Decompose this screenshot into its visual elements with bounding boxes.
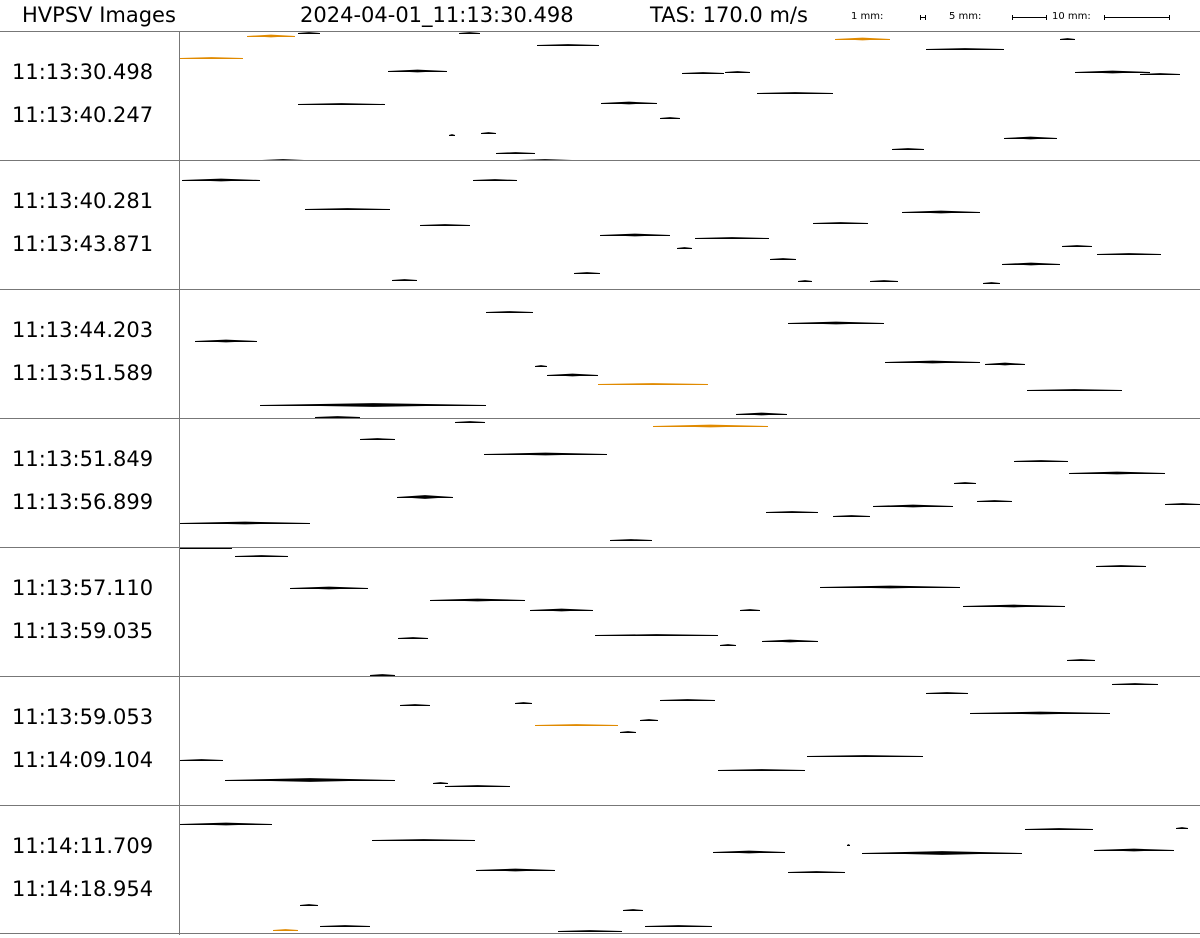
strip-end-time: 11:13:51.589	[12, 361, 154, 385]
particle-canvas	[195, 311, 1122, 418]
true-airspeed: TAS: 170.0 m/s	[650, 3, 808, 27]
particle-canvas	[180, 32, 1180, 161]
strip-divider	[0, 805, 1200, 806]
strip-end-time: 11:13:40.247	[12, 103, 154, 127]
strip-end-time: 11:14:18.954	[12, 877, 154, 901]
strip-divider	[0, 418, 1200, 419]
scale-label-5mm: 5 mm:	[949, 11, 982, 22]
strip-start-time: 11:13:40.281	[12, 189, 154, 213]
scale-label-10mm: 10 mm:	[1052, 11, 1091, 22]
particle-image-area	[180, 160, 1200, 289]
strip-divider	[0, 547, 1200, 548]
strip-start-time: 11:13:30.498	[12, 60, 154, 84]
strip-start-time: 11:14:11.709	[12, 834, 154, 858]
image-strip: 11:13:59.053 11:14:09.104	[0, 676, 1200, 805]
strip-start-time: 11:13:44.203	[12, 318, 154, 342]
image-strip: 11:13:30.498 11:13:40.247	[0, 31, 1200, 161]
strip-end-time: 11:13:59.035	[12, 619, 154, 643]
strip-divider	[0, 676, 1200, 677]
strip-start-time: 11:13:57.110	[12, 576, 154, 600]
particle-image-area	[180, 805, 1200, 934]
particle-canvas	[180, 683, 1158, 787]
particle-image-area	[180, 418, 1200, 547]
header: HVPSV Images 2024-04-01_11:13:30.498 TAS…	[0, 0, 1200, 31]
scale-label-1mm: 1 mm:	[851, 11, 884, 22]
image-strip: 11:14:11.709 11:14:18.954	[0, 805, 1200, 934]
image-strips: 11:13:30.498 11:13:40.247 11:13:40.281 11:1…	[0, 31, 1200, 935]
particle-canvas	[180, 822, 1188, 932]
strip-end-time: 11:13:43.871	[12, 232, 154, 256]
strip-end-time: 11:14:09.104	[12, 748, 154, 772]
strip-end-time: 11:13:56.899	[12, 490, 154, 514]
particle-image-area	[180, 546, 1200, 676]
strip-divider	[0, 160, 1200, 161]
image-strip: 11:13:40.281 11:13:43.871	[0, 160, 1200, 289]
particle-canvas	[182, 178, 1161, 284]
image-strip: 11:13:44.203 11:13:51.589	[0, 289, 1200, 418]
particle-canvas	[180, 421, 1200, 541]
strip-start-time: 11:13:59.053	[12, 705, 154, 729]
strip-start-time: 11:13:51.849	[12, 447, 154, 471]
file-timestamp: 2024-04-01_11:13:30.498	[300, 3, 574, 27]
header-divider	[0, 31, 1200, 32]
image-strip: 11:13:57.110 11:13:59.035	[0, 546, 1200, 676]
particle-image-area	[180, 289, 1200, 418]
particle-image-area	[180, 676, 1200, 805]
image-strip: 11:13:51.849 11:13:56.899	[0, 418, 1200, 547]
particle-image-area	[180, 31, 1200, 161]
strip-divider	[0, 933, 1200, 934]
particle-canvas	[180, 546, 1170, 676]
strip-divider	[0, 289, 1200, 290]
strip-label-divider	[179, 31, 180, 935]
probe-title: HVPSV Images	[22, 3, 176, 27]
scale-bars	[920, 15, 1170, 20]
